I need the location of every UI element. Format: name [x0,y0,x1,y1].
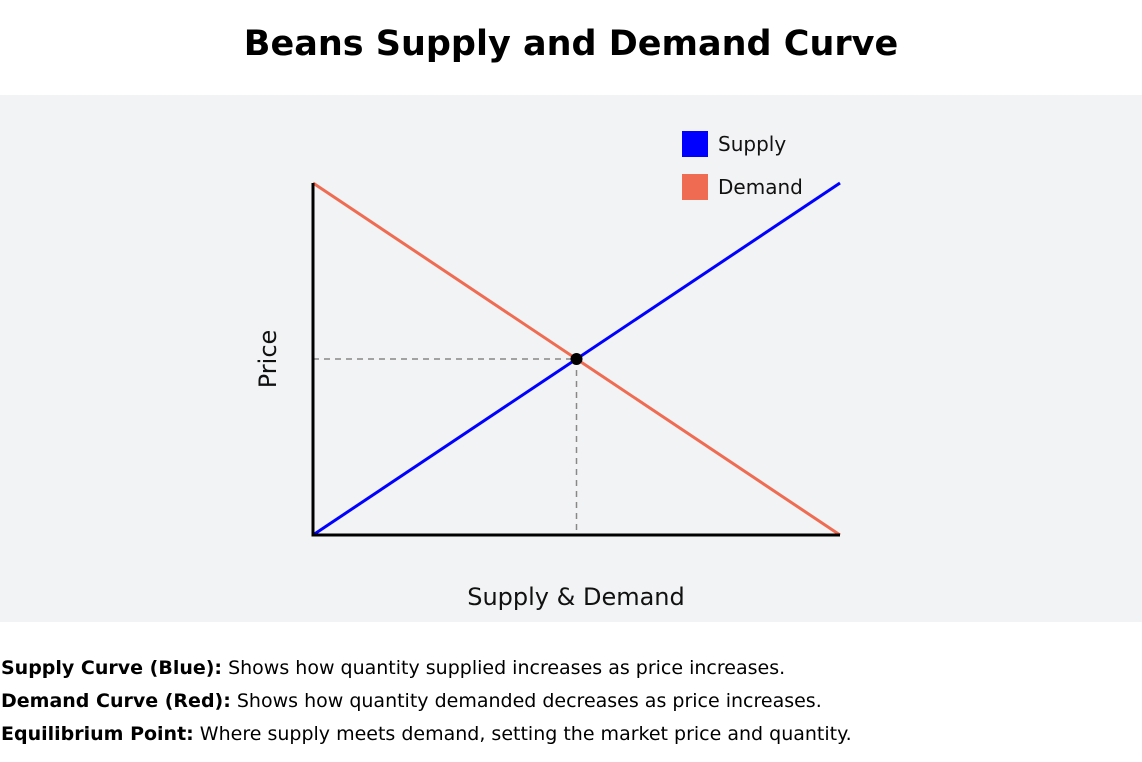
note-supply: Supply Curve (Blue): Shows how quantity … [1,652,852,685]
note-label: Demand Curve (Red): [1,690,231,712]
note-label: Equilibrium Point: [1,723,194,745]
legend-swatch-supply [682,131,708,157]
note-demand: Demand Curve (Red): Shows how quantity d… [1,685,852,718]
legend-swatch-demand [682,174,708,200]
note-label: Supply Curve (Blue): [1,657,223,679]
note-text: Where supply meets demand, setting the m… [193,723,852,745]
explanation-notes: Supply Curve (Blue): Shows how quantity … [1,652,852,751]
chart-svg: Supply Demand Supply & Demand Price [254,131,841,611]
x-axis-label: Supply & Demand [467,583,685,611]
note-text: Shows how quantity demanded decreases as… [230,690,822,712]
chart-panel: Supply Demand Supply & Demand Price [0,95,1142,622]
equilibrium-point [570,353,583,365]
y-axis-label: Price [254,330,282,389]
legend-label-demand: Demand [718,175,803,199]
legend-label-supply: Supply [718,132,786,156]
note-equilibrium: Equilibrium Point: Where supply meets de… [1,718,852,751]
note-text: Shows how quantity supplied increases as… [222,657,786,679]
chart-title: Beans Supply and Demand Curve [243,24,899,64]
